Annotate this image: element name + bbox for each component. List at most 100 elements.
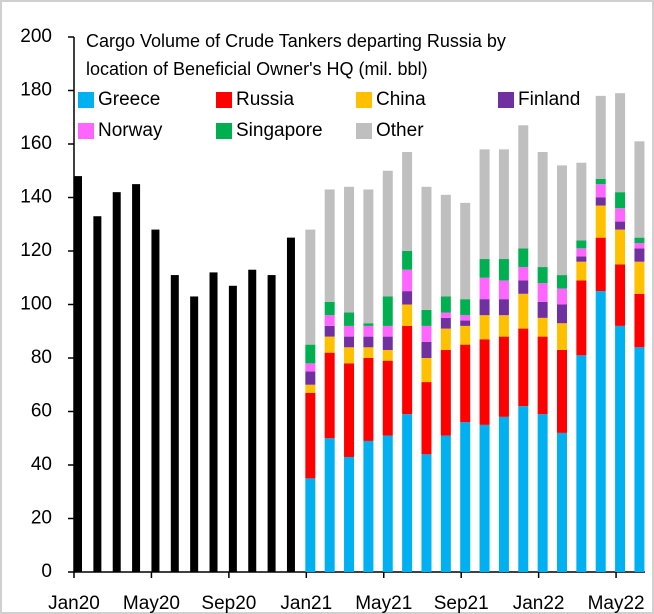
- bar-segment: [324, 336, 335, 353]
- bar-segment: [421, 341, 432, 358]
- bar-segment: [460, 325, 471, 345]
- legend-label: Norway: [98, 120, 163, 141]
- bar-segment: [460, 344, 471, 423]
- bar-segment: [305, 371, 316, 385]
- bar-segment: [421, 358, 432, 383]
- bar-segment: [305, 392, 316, 479]
- bar-segment: [421, 186, 432, 310]
- bar-segment: [595, 184, 606, 198]
- bar-segment: [557, 349, 567, 433]
- bar-segment: [382, 325, 393, 337]
- bar-segment: [634, 141, 645, 238]
- y-tick-label: 20: [31, 508, 52, 529]
- bar-segment: [324, 438, 335, 572]
- bar-segment: [498, 259, 509, 281]
- bar-segment: [132, 184, 141, 572]
- bar-segment: [170, 275, 179, 572]
- legend-label: Russia: [236, 89, 295, 110]
- bar-segment: [498, 149, 509, 260]
- bar-segment: [498, 336, 509, 417]
- bar-segment: [324, 301, 335, 316]
- bar-segment: [402, 291, 413, 305]
- bar-segment: [402, 325, 413, 415]
- bar-segment: [595, 237, 606, 292]
- bar-segment: [479, 424, 490, 572]
- bar-segment: [615, 221, 626, 230]
- bar-segment: [382, 349, 393, 361]
- bar-segment: [267, 275, 276, 572]
- bar-segment: [93, 216, 102, 572]
- bar-segment: [344, 312, 355, 326]
- bar-segment: [595, 291, 606, 572]
- y-tick-label: 140: [20, 187, 52, 208]
- bar-segment: [479, 299, 490, 316]
- bar-segment: [518, 267, 529, 281]
- bar-segment: [440, 194, 451, 297]
- bar-segment: [595, 205, 606, 238]
- chart-title: location of Beneficial Owner's HQ (mil. …: [86, 59, 428, 79]
- legend-swatch: [78, 92, 94, 108]
- bar-segment: [537, 267, 548, 284]
- y-tick-label: 80: [31, 347, 52, 368]
- bar-segment: [576, 162, 587, 241]
- bar-segment: [248, 269, 257, 572]
- x-tick-label: Jan21: [280, 593, 332, 614]
- bar-segment: [557, 275, 567, 289]
- x-tick-label: Jan22: [513, 593, 565, 614]
- bar-segment: [537, 414, 548, 572]
- bar-segment: [305, 478, 316, 572]
- x-tick-label: Sep21: [434, 593, 489, 614]
- bar-segment: [576, 248, 587, 257]
- bar-segment: [518, 280, 529, 294]
- bar-segment: [324, 325, 335, 337]
- bar-segment: [421, 325, 432, 342]
- y-tick-label: 40: [31, 454, 52, 475]
- y-tick-label: 160: [20, 133, 52, 154]
- bar-segment: [440, 328, 451, 350]
- legend-label: China: [376, 89, 426, 110]
- bar-segment: [344, 186, 355, 313]
- bar-segment: [402, 251, 413, 270]
- bar-segment: [382, 360, 393, 436]
- bar-segment: [363, 347, 374, 358]
- bar-segment: [615, 325, 626, 572]
- bar-segment: [557, 304, 567, 324]
- bar-segment: [576, 240, 587, 249]
- bar-segment: [537, 152, 548, 268]
- bar-segment: [634, 261, 645, 294]
- bar-segment: [151, 229, 160, 572]
- y-tick-label: 180: [20, 80, 52, 101]
- y-tick-label: 100: [20, 294, 52, 315]
- bar-segment: [479, 277, 490, 300]
- bar-segment: [634, 347, 645, 572]
- bar-segment: [440, 312, 451, 318]
- bar-segment: [402, 414, 413, 572]
- bar-segment: [363, 440, 374, 572]
- bar-segment: [363, 189, 374, 324]
- bar-segment: [344, 325, 355, 337]
- chart-title: Cargo Volume of Crude Tankers departing …: [86, 31, 506, 51]
- bar-segment: [440, 317, 451, 329]
- bar-segment: [112, 192, 121, 572]
- bar-segment: [382, 435, 393, 572]
- bar-segment: [557, 288, 567, 305]
- bar-segment: [634, 248, 645, 262]
- bar-segment: [324, 315, 335, 326]
- bar-segment: [228, 285, 237, 572]
- y-tick-label: 60: [31, 401, 52, 422]
- legend-label: Greece: [98, 89, 160, 110]
- bar-segment: [460, 315, 471, 321]
- bar-segment: [634, 242, 645, 249]
- y-tick-label: 200: [20, 26, 52, 47]
- bar-segment: [615, 229, 626, 265]
- bar-segment: [324, 189, 335, 302]
- bar-segment: [324, 352, 335, 439]
- y-tick-label: 0: [41, 561, 52, 582]
- bar-segment: [518, 248, 529, 268]
- bar-segment: [382, 296, 393, 326]
- legend-swatch: [216, 123, 232, 139]
- bar-segment: [440, 296, 451, 313]
- bar-segment: [595, 178, 606, 185]
- bar-segment: [557, 432, 567, 572]
